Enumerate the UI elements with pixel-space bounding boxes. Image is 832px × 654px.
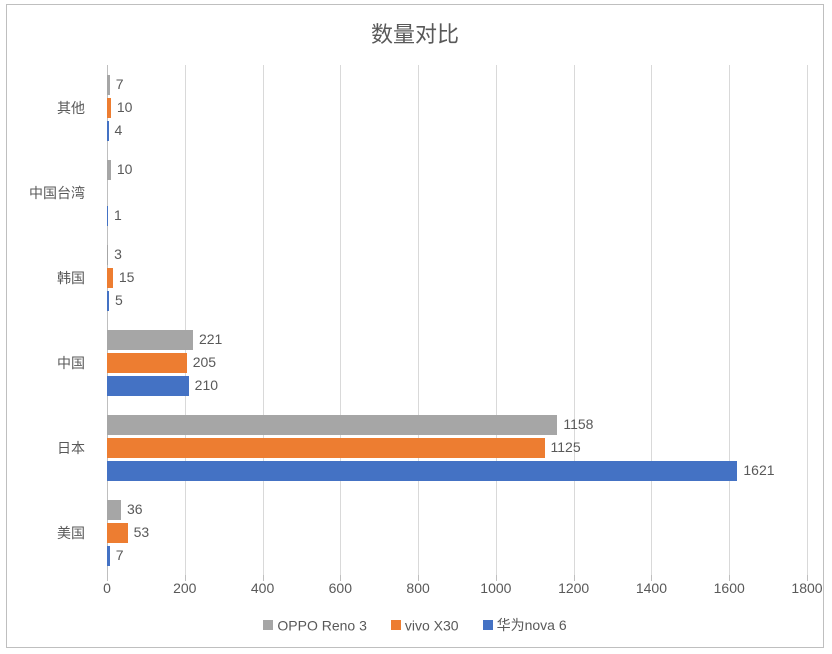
gridline — [418, 65, 419, 575]
y-category-label: 美国 — [57, 523, 85, 543]
bar-value-label: 205 — [193, 354, 216, 370]
gridline — [807, 65, 808, 575]
bar — [107, 245, 108, 265]
bar-value-label: 221 — [199, 331, 222, 347]
gridline — [107, 65, 108, 575]
bar — [107, 330, 193, 350]
bar-value-label: 1 — [114, 207, 122, 223]
bar-value-label: 7 — [116, 547, 124, 563]
bar — [107, 353, 187, 373]
gridline — [729, 65, 730, 575]
x-tick-mark — [729, 575, 730, 581]
legend-item: vivo X30 — [391, 616, 459, 633]
bar — [107, 98, 111, 118]
x-tick-mark — [651, 575, 652, 581]
bar-value-label: 1125 — [551, 439, 581, 455]
chart-frame: 数量对比 36 53 7 1158 1125 1621 221 205 210 3 15 5 10 1 7 1… — [6, 4, 824, 648]
bar — [107, 461, 737, 481]
bar — [107, 415, 557, 435]
legend-item: 华为nova 6 — [483, 615, 567, 635]
x-tick-label: 600 — [329, 580, 352, 596]
bar-value-label: 53 — [134, 524, 150, 540]
legend: OPPO Reno 3 vivo X30 华为nova 6 — [7, 615, 823, 635]
y-category-label: 韩国 — [57, 268, 85, 288]
x-tick-label: 0 — [103, 580, 111, 596]
bar — [107, 291, 109, 311]
x-tick-mark — [496, 575, 497, 581]
gridline — [185, 65, 186, 575]
bar — [107, 121, 109, 141]
x-tick-mark — [185, 575, 186, 581]
x-tick-label: 1200 — [558, 580, 589, 596]
x-tick-mark — [807, 575, 808, 581]
x-tick-label: 1000 — [480, 580, 511, 596]
gridline — [340, 65, 341, 575]
chart-title: 数量对比 — [7, 17, 823, 49]
x-tick-label: 200 — [173, 580, 196, 596]
bar — [107, 75, 110, 95]
bar-value-label: 10 — [117, 99, 133, 115]
legend-swatch — [391, 620, 401, 630]
bar-value-label: 7 — [116, 76, 124, 92]
x-tick-label: 400 — [251, 580, 274, 596]
x-tick-label: 800 — [406, 580, 429, 596]
x-tick-label: 1600 — [714, 580, 745, 596]
x-tick-label: 1800 — [791, 580, 822, 596]
bar-value-label: 10 — [117, 161, 133, 177]
legend-label: vivo X30 — [405, 617, 459, 633]
x-tick-mark — [263, 575, 264, 581]
bar — [107, 160, 111, 180]
bar — [107, 268, 113, 288]
x-tick-label: 1400 — [636, 580, 667, 596]
plot-area: 36 53 7 1158 1125 1621 221 205 210 3 15 5 10 1 7 10 4 — [107, 65, 807, 575]
y-category-label: 其他 — [57, 98, 85, 118]
legend-item: OPPO Reno 3 — [263, 616, 367, 633]
gridline — [263, 65, 264, 575]
bar-value-label: 36 — [127, 501, 143, 517]
bar-value-label: 4 — [115, 122, 123, 138]
bar — [107, 376, 189, 396]
bar-value-label: 3 — [114, 246, 122, 262]
x-tick-mark — [340, 575, 341, 581]
x-tick-mark — [107, 575, 108, 581]
bar — [107, 438, 545, 458]
gridline — [574, 65, 575, 575]
legend-label: OPPO Reno 3 — [277, 617, 367, 633]
bar — [107, 546, 110, 566]
legend-swatch — [263, 620, 273, 630]
bar-value-label: 5 — [115, 292, 123, 308]
y-category-label: 中国台湾 — [29, 183, 85, 203]
x-tick-mark — [418, 575, 419, 581]
bar — [107, 500, 121, 520]
bar — [107, 206, 108, 226]
y-category-label: 中国 — [57, 353, 85, 373]
legend-swatch — [483, 620, 493, 630]
gridline — [651, 65, 652, 575]
x-tick-mark — [574, 575, 575, 581]
bar-value-label: 210 — [195, 377, 218, 393]
bar-value-label: 15 — [119, 269, 135, 285]
bar-value-label: 1158 — [563, 416, 593, 432]
gridline — [496, 65, 497, 575]
bar — [107, 523, 128, 543]
y-category-label: 日本 — [57, 438, 85, 458]
legend-label: 华为nova 6 — [497, 617, 567, 633]
bar-value-label: 1621 — [743, 462, 774, 478]
